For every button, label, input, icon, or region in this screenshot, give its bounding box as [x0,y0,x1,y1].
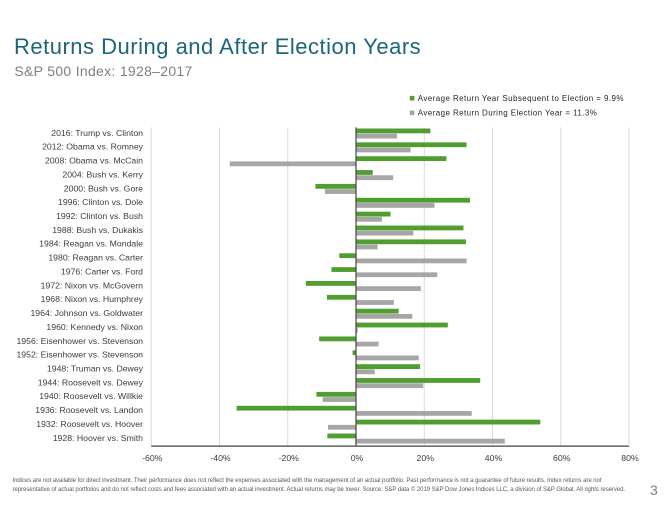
svg-text:1980: Reagan vs. Carter: 1980: Reagan vs. Carter [48,253,143,263]
svg-text:1960: Kennedy vs. Nixon: 1960: Kennedy vs. Nixon [46,322,143,332]
svg-text:0%: 0% [351,453,364,463]
svg-text:-60%: -60% [142,453,163,463]
svg-text:1972: Nixon vs. McGovern: 1972: Nixon vs. McGovern [41,280,144,290]
svg-text:Average Return Year Subsequent: Average Return Year Subsequent to Electi… [418,94,624,103]
svg-text:1976: Carter vs. Ford: 1976: Carter vs. Ford [61,266,143,276]
svg-text:1984: Reagan vs. Mondale: 1984: Reagan vs. Mondale [39,239,143,249]
svg-text:1992: Clinton vs. Bush: 1992: Clinton vs. Bush [56,211,143,221]
svg-text:60%: 60% [553,453,571,463]
svg-text:1952: Eisenhower vs. Stevenson: 1952: Eisenhower vs. Stevenson [16,350,143,360]
svg-text:2012: Obama vs. Romney: 2012: Obama vs. Romney [42,142,144,152]
svg-text:-40%: -40% [210,453,231,463]
svg-text:2008: Obama vs. McCain: 2008: Obama vs. McCain [45,156,143,166]
svg-text:-20%: -20% [279,453,300,463]
svg-text:1964: Johnson vs. Goldwater: 1964: Johnson vs. Goldwater [30,308,143,318]
svg-text:1928: Hoover vs. Smith: 1928: Hoover vs. Smith [53,433,143,443]
svg-text:1936: Roosevelt vs. Landon: 1936: Roosevelt vs. Landon [35,405,143,415]
svg-text:2000: Bush vs. Gore: 2000: Bush vs. Gore [64,183,143,193]
svg-text:1940: Roosevelt vs. Willkie: 1940: Roosevelt vs. Willkie [39,391,143,401]
svg-text:1996: Clinton vs. Dole: 1996: Clinton vs. Dole [58,197,143,207]
svg-text:1956: Eisenhower vs. Stevenson: 1956: Eisenhower vs. Stevenson [16,336,143,346]
svg-text:1948: Truman vs. Dewey: 1948: Truman vs. Dewey [47,364,144,374]
svg-text:80%: 80% [621,453,639,463]
svg-text:2004: Bush vs. Kerry: 2004: Bush vs. Kerry [62,169,143,179]
svg-text:2016: Trump vs. Clinton: 2016: Trump vs. Clinton [51,128,143,138]
svg-text:20%: 20% [417,453,435,463]
svg-text:1932: Roosevelt vs. Hoover: 1932: Roosevelt vs. Hoover [36,419,143,429]
svg-text:1944: Roosevelt vs. Dewey: 1944: Roosevelt vs. Dewey [38,377,144,387]
svg-text:Average Return During Election: Average Return During Election Year = 11… [418,109,597,118]
svg-text:1968: Nixon vs. Humphrey: 1968: Nixon vs. Humphrey [41,294,144,304]
svg-text:1988: Bush vs. Dukakis: 1988: Bush vs. Dukakis [52,225,143,235]
svg-text:40%: 40% [485,453,503,463]
